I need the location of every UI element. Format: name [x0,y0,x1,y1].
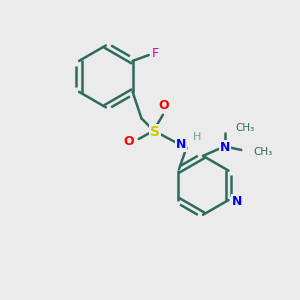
Text: H: H [193,133,202,142]
Text: N: N [220,141,230,154]
Text: F: F [152,47,159,60]
Text: O: O [158,100,169,112]
Text: N: N [176,138,186,151]
Text: S: S [150,124,160,139]
Text: CH₃: CH₃ [236,123,255,133]
Text: O: O [124,134,134,148]
Text: N: N [232,195,242,208]
Text: CH₃: CH₃ [253,147,272,158]
